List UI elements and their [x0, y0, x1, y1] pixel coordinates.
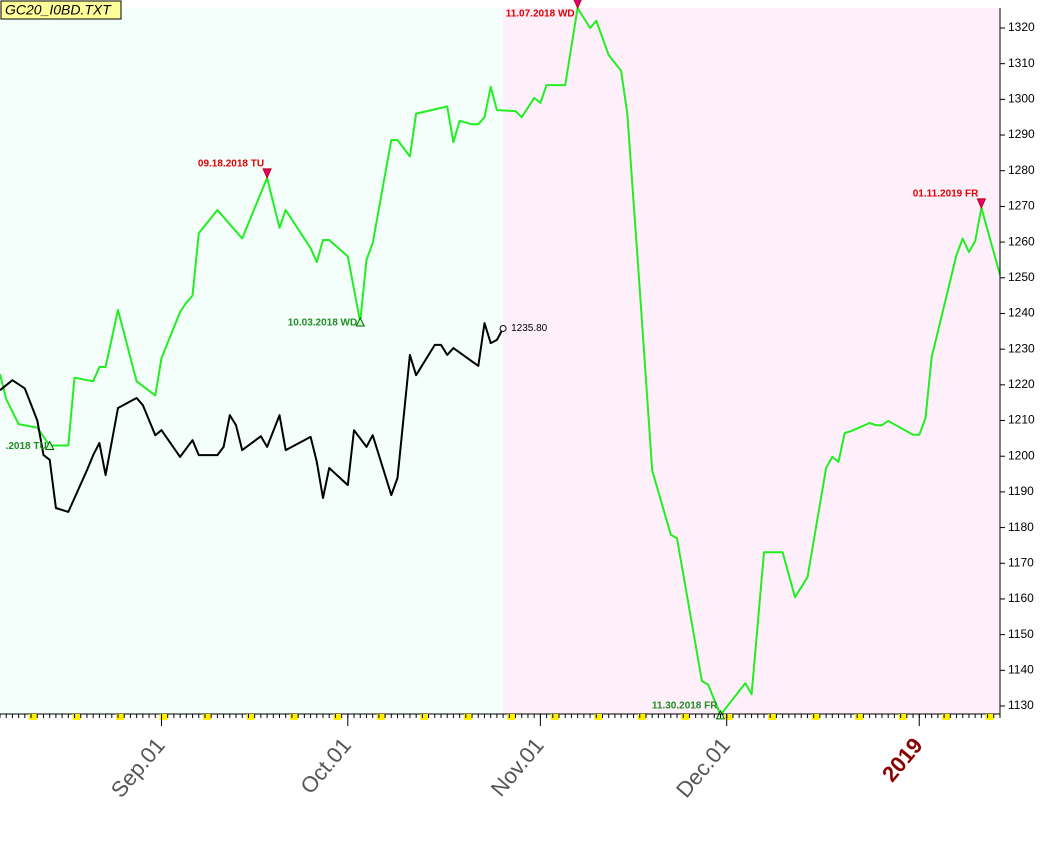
y-tick-label: 1200: [1008, 448, 1035, 462]
series-line: [0, 322, 504, 513]
weekend-marker: [29, 714, 38, 720]
weekend-marker: [116, 714, 125, 720]
y-tick-label: 1130: [1008, 698, 1034, 712]
weekend-marker: [550, 714, 559, 720]
weekend-marker: [159, 714, 168, 720]
y-tick-label: 1260: [1008, 234, 1035, 248]
trough-marker: [355, 316, 366, 327]
y-tick-label: 1270: [1008, 199, 1035, 213]
y-tick-label: 1320: [1008, 20, 1035, 34]
peak-marker: [262, 168, 272, 180]
trough-label: 11.30.2018 FR: [652, 701, 718, 712]
series-line: [0, 7, 1001, 716]
history-zone: [0, 8, 504, 714]
peak-marker: [573, 0, 582, 10]
y-tick-label: 1280: [1008, 163, 1035, 177]
weekend-marker: [333, 714, 342, 720]
y-tick-label: 1210: [1008, 413, 1035, 427]
last-price-marker: [499, 324, 507, 332]
y-tick-label: 1250: [1008, 270, 1035, 284]
weekend-marker: [724, 714, 733, 720]
weekend-marker: [202, 714, 211, 720]
y-tick-label: 1240: [1008, 306, 1035, 320]
y-tick-label: 1220: [1008, 377, 1035, 391]
last-price-label: 1235.80: [511, 323, 548, 334]
weekend-marker: [637, 714, 646, 720]
plot-background: [0, 8, 1000, 714]
y-tick-label: 1150: [1008, 627, 1034, 641]
y-tick-label: 1230: [1008, 341, 1035, 355]
weekend-marker: [463, 714, 472, 720]
trough-marker: [44, 440, 55, 451]
y-tick-label: 1140: [1008, 662, 1034, 676]
weekend-marker: [376, 714, 385, 720]
weekend-marker: [72, 714, 81, 720]
weekend-marker: [985, 714, 994, 720]
trough-label: 10.03.2018 WD: [288, 318, 358, 329]
weekend-marker: [246, 714, 255, 720]
peak-label: 01.11.2019 FR: [913, 188, 979, 199]
y-tick-label: 1160: [1008, 591, 1034, 605]
weekend-marker: [507, 714, 516, 720]
y-tick-label: 1180: [1008, 520, 1034, 534]
weekend-marker: [855, 714, 864, 720]
weekend-marker: [768, 714, 777, 720]
title-box: [0, 0, 122, 20]
peak-label: 11.07.2018 WD: [506, 9, 575, 20]
y-tick-label: 1310: [1008, 56, 1035, 70]
trough-label: .2018 TU: [6, 441, 47, 452]
weekend-marker: [681, 714, 690, 720]
weekend-marker: [420, 714, 429, 720]
weekend-marker: [594, 714, 603, 720]
y-tick-label: 1300: [1008, 92, 1035, 106]
weekend-marker: [811, 714, 820, 720]
weekend-marker: [942, 714, 951, 720]
peak-marker: [976, 198, 987, 210]
plot: 1235.80 .2018 TU 09.18.2018 TU 10.03.2018 W…: [0, 0, 1001, 720]
y-tick-label: 1170: [1008, 555, 1034, 569]
peak-label: 09.18.2018 TU: [198, 159, 264, 170]
forecast-zone: [503, 8, 1000, 714]
weekend-marker: [289, 714, 298, 720]
y-tick-label: 1290: [1008, 127, 1035, 141]
chart-title: GC20_I0BD.TXT: [5, 2, 112, 18]
weekend-marker: [898, 714, 907, 720]
y-tick-label: 1190: [1008, 484, 1034, 498]
